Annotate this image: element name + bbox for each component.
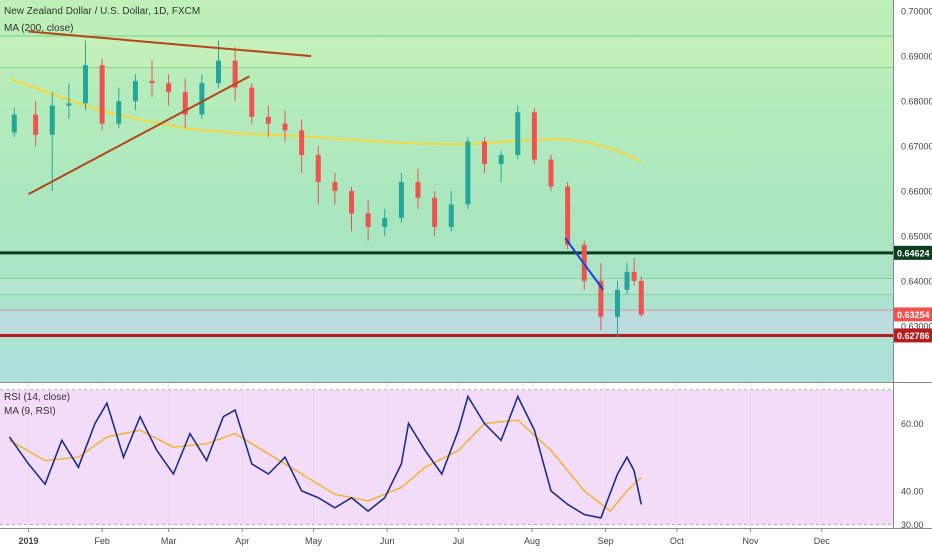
candle-body: [565, 186, 571, 245]
down-trend-line: [564, 237, 605, 291]
candle-body: [299, 130, 305, 156]
candle-body: [99, 65, 105, 124]
candle-body: [415, 182, 421, 198]
candle-body: [232, 60, 238, 88]
candle-body: [49, 105, 55, 135]
candle-body: [332, 182, 338, 191]
price-label-bg: [894, 245, 932, 260]
price-tick-label: 0.64000: [901, 276, 932, 286]
price-label-text: 0.64624: [897, 248, 930, 258]
price-tick-label: 0.68000: [901, 97, 932, 107]
candle-body: [265, 116, 271, 124]
time-tick-label: Nov: [742, 536, 759, 546]
price-tick-label: 0.70000: [901, 7, 932, 17]
candle-body: [349, 191, 354, 214]
candle-body: [598, 280, 604, 317]
candle-body: [132, 80, 138, 102]
zone-top: [0, 38, 893, 68]
lower-trend-line: [28, 75, 250, 196]
candle-body: [631, 271, 637, 281]
price-tick-label: 0.63000: [901, 321, 932, 331]
zone-mid: [0, 278, 893, 295]
candle-body: [398, 182, 404, 218]
time-tick-label: Feb: [94, 536, 110, 546]
ma200-legend: MA (200, close): [4, 23, 74, 34]
candle-body: [624, 271, 630, 290]
price-label-text: 0.62786: [897, 331, 930, 341]
price-tick-label: 0.66000: [901, 187, 932, 197]
zone-low: [0, 310, 893, 336]
rsi-tick-label: 30.00: [901, 520, 924, 530]
time-tick-label: Jun: [380, 536, 395, 546]
price-label-text: 0.63254: [897, 310, 930, 320]
price-tick-label: 0.67000: [901, 142, 932, 152]
candle-body: [315, 155, 321, 183]
candle-body: [365, 213, 371, 227]
candle-body: [199, 83, 205, 115]
rsi-ma-legend: MA (9, RSI): [4, 406, 56, 417]
candle-body: [531, 112, 537, 160]
candle-body: [515, 112, 521, 156]
candle-body: [149, 80, 155, 84]
time-tick-label: Apr: [235, 536, 249, 546]
candle-body: [498, 155, 504, 165]
time-tick-label: Mar: [161, 536, 177, 546]
candle-body: [66, 103, 72, 106]
time-tick-label: Aug: [524, 536, 540, 546]
time-tick-label: Dec: [814, 536, 831, 546]
candle-body: [116, 101, 122, 124]
time-tick-label: 2019: [18, 536, 38, 546]
candle-body: [216, 60, 221, 84]
price-tick-label: 0.65000: [901, 231, 932, 241]
candle-body: [166, 83, 172, 93]
rsi-line: [8, 394, 643, 519]
candle-body: [11, 114, 17, 133]
time-tick-label: May: [305, 536, 323, 546]
rsi-tick-label: 60.00: [901, 419, 924, 429]
candle-body: [249, 87, 255, 117]
candle-body: [33, 114, 39, 135]
candle-body: [282, 123, 288, 131]
candle-body: [448, 204, 454, 227]
candle-body: [182, 92, 188, 115]
candle-body: [548, 159, 554, 187]
rsi-tick-label: 40.00: [901, 486, 924, 496]
chart-title: New Zealand Dollar / U.S. Dollar, 1D, FX…: [4, 6, 201, 17]
candle-body: [615, 289, 620, 317]
candle-body: [638, 280, 644, 315]
time-tick-label: Oct: [670, 536, 685, 546]
candle-body: [482, 141, 487, 165]
candle-body: [382, 217, 388, 227]
candle-body: [432, 197, 438, 227]
price-tick-label: 0.69000: [901, 52, 932, 62]
price-label-bg: [894, 307, 932, 322]
time-tick-label: Sep: [598, 536, 614, 546]
price-label-bg: [894, 328, 932, 343]
time-tick-label: Jul: [453, 536, 465, 546]
rsi-legend: RSI (14, close): [4, 392, 71, 403]
candle-body: [465, 141, 471, 205]
upper-trend-line: [28, 30, 312, 58]
candle-body: [83, 65, 88, 104]
